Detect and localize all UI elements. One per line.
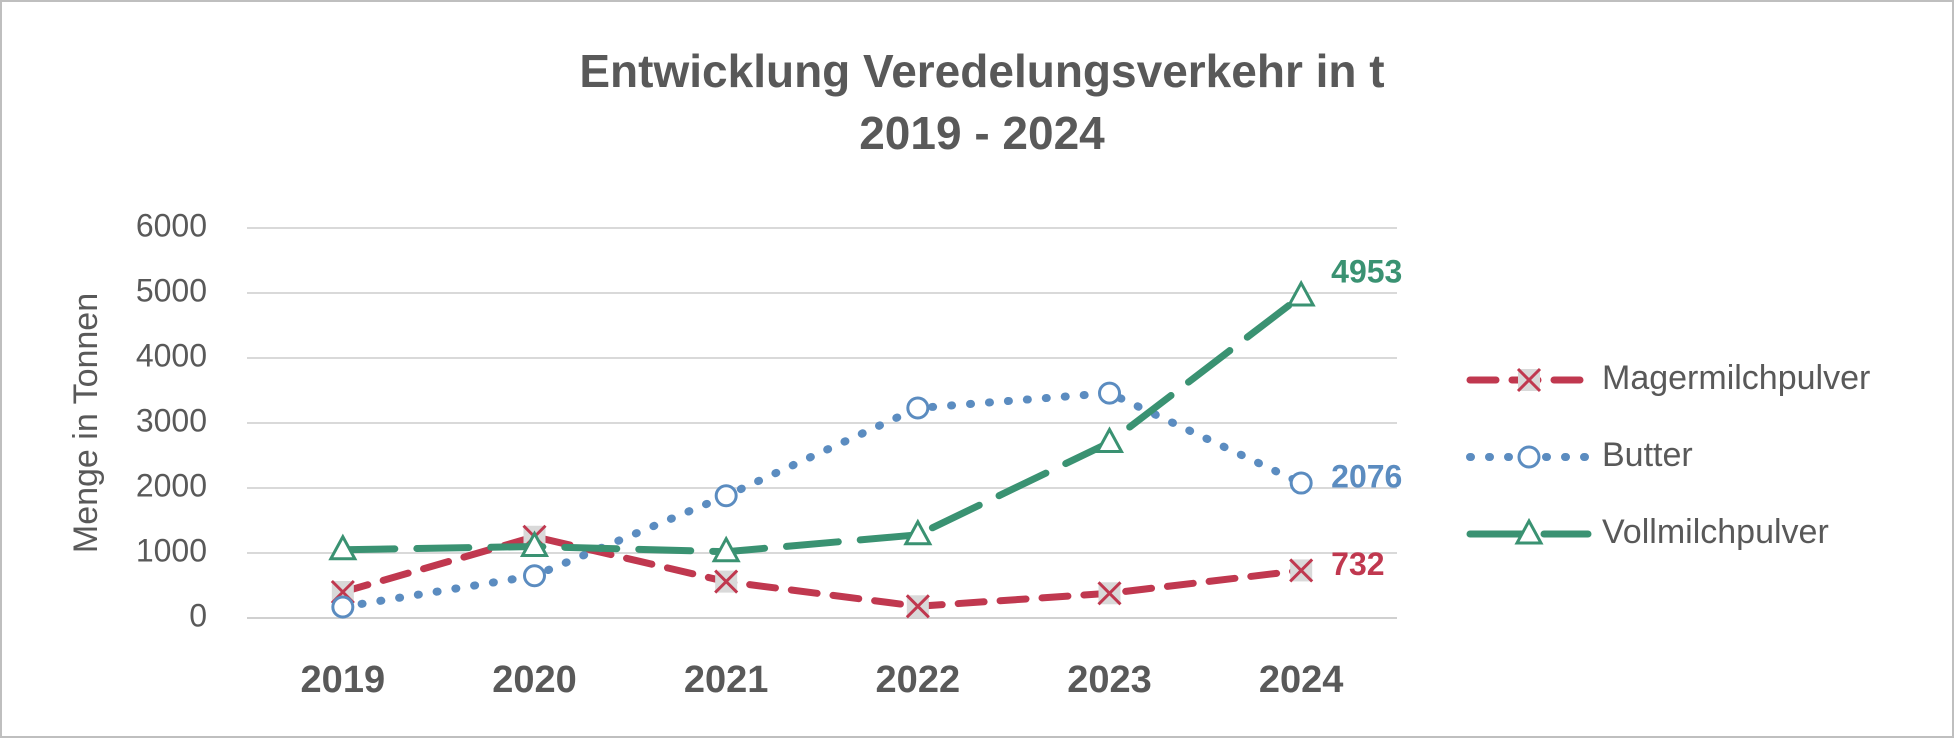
chart-title: Entwicklung Veredelungsverkehr in t 2019… — [342, 40, 1622, 164]
data-point — [903, 518, 933, 546]
x-marker-icon — [1516, 367, 1542, 393]
legend-label: Butter — [1602, 436, 1693, 474]
data-point — [1094, 426, 1125, 453]
x-tick-label: 2021 — [684, 659, 769, 701]
data-label: 732 — [1331, 546, 1384, 582]
y-tick-label: 6000 — [136, 207, 207, 243]
data-point — [519, 530, 550, 557]
legend-marker — [1516, 367, 1542, 393]
x-axis-ticks: 2019 2020 2021 2022 2023 2024 — [301, 659, 1344, 701]
data-point — [714, 484, 738, 508]
x-marker-icon — [714, 569, 739, 594]
series-Butter: 2076 — [331, 381, 1402, 619]
y-axis-label: Menge in Tonnen — [67, 293, 105, 553]
legend-label: Magermilchpulver — [1602, 359, 1870, 397]
data-point — [906, 396, 930, 420]
y-tick-label: 4000 — [136, 337, 207, 373]
gridlines — [247, 227, 1397, 619]
data-point — [331, 595, 355, 619]
chart-title-line-2: 2019 - 2024 — [859, 107, 1105, 159]
data-label: 2076 — [1331, 459, 1402, 495]
chart-title-line-1: Entwicklung Veredelungsverkehr in t — [579, 45, 1385, 97]
data-point — [1289, 558, 1314, 583]
data-point — [328, 533, 358, 561]
x-tick-label: 2023 — [1067, 659, 1152, 701]
legend-marker — [1517, 445, 1541, 469]
y-tick-label: 5000 — [136, 272, 207, 308]
series-line — [339, 292, 1305, 556]
series-line — [338, 389, 1306, 611]
x-marker-icon — [905, 594, 930, 619]
legend-entry: Butter — [1466, 436, 1693, 474]
data-point — [1097, 581, 1122, 606]
x-tick-label: 2020 — [492, 659, 577, 701]
data-point — [1098, 381, 1121, 405]
data-point — [523, 564, 546, 588]
series-lines: 732 2076 4953 — [328, 254, 1402, 619]
y-axis-ticks: 0 1000 2000 3000 4000 5000 6000 — [136, 207, 207, 633]
x-tick-label: 2024 — [1259, 659, 1344, 701]
data-point — [1289, 471, 1313, 495]
x-tick-label: 2019 — [301, 659, 386, 701]
legend-entry: Vollmilchpulver — [1466, 513, 1829, 551]
y-tick-label: 1000 — [136, 532, 207, 568]
data-label: 4953 — [1331, 254, 1402, 290]
data-point — [905, 594, 930, 619]
y-tick-label: 3000 — [136, 402, 207, 438]
legend-marker — [1514, 517, 1544, 545]
y-tick-label: 0 — [189, 597, 207, 633]
series-line — [339, 533, 1305, 610]
legend-label: Vollmilchpulver — [1602, 513, 1829, 551]
data-point — [711, 535, 741, 563]
series-Vollmilchpulver: 4953 — [328, 254, 1402, 563]
legend-entry: Magermilchpulver — [1466, 359, 1870, 397]
data-point — [714, 569, 739, 594]
x-tick-label: 2022 — [876, 659, 961, 701]
x-marker-icon — [1289, 558, 1314, 583]
legend: Magermilchpulver Butter Vollmilchpulver — [1466, 359, 1870, 551]
y-tick-label: 2000 — [136, 467, 207, 503]
x-marker-icon — [1097, 581, 1122, 606]
data-point — [1286, 279, 1316, 307]
